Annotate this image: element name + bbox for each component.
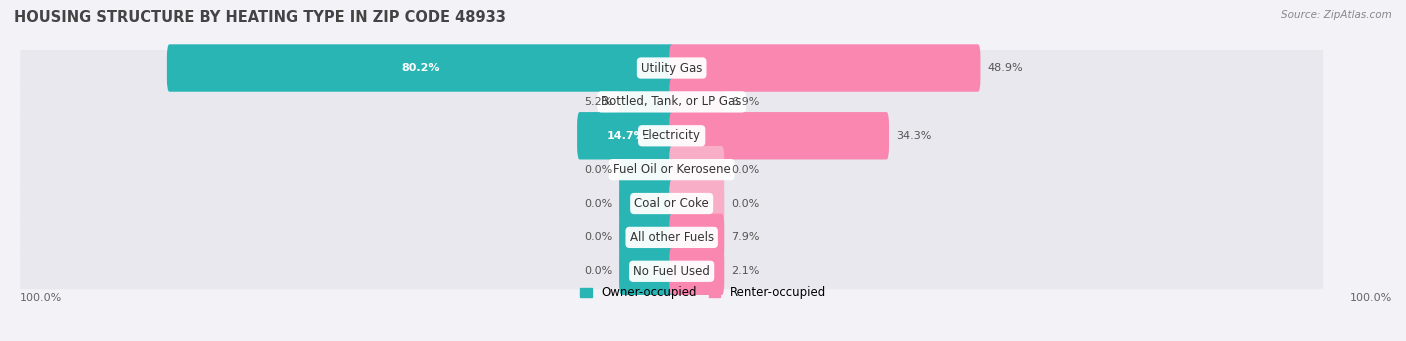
FancyBboxPatch shape	[619, 214, 675, 261]
FancyBboxPatch shape	[619, 146, 675, 193]
Text: 100.0%: 100.0%	[1350, 293, 1392, 303]
Text: 0.0%: 0.0%	[731, 198, 759, 209]
Text: 0.0%: 0.0%	[583, 266, 612, 276]
FancyBboxPatch shape	[20, 220, 1323, 255]
FancyBboxPatch shape	[619, 180, 675, 227]
Text: Bottled, Tank, or LP Gas: Bottled, Tank, or LP Gas	[602, 95, 742, 108]
Text: 100.0%: 100.0%	[20, 293, 63, 303]
Text: 5.2%: 5.2%	[583, 97, 612, 107]
FancyBboxPatch shape	[669, 180, 724, 227]
Text: 14.7%: 14.7%	[606, 131, 645, 141]
FancyBboxPatch shape	[20, 50, 1323, 86]
FancyBboxPatch shape	[20, 253, 1323, 289]
FancyBboxPatch shape	[167, 44, 675, 92]
FancyBboxPatch shape	[20, 152, 1323, 188]
FancyBboxPatch shape	[20, 186, 1323, 222]
Text: 6.9%: 6.9%	[731, 97, 759, 107]
Text: 80.2%: 80.2%	[401, 63, 440, 73]
Text: 0.0%: 0.0%	[583, 198, 612, 209]
Text: 0.0%: 0.0%	[583, 165, 612, 175]
FancyBboxPatch shape	[20, 84, 1323, 120]
FancyBboxPatch shape	[669, 112, 889, 160]
Text: 34.3%: 34.3%	[896, 131, 931, 141]
Text: 2.1%: 2.1%	[731, 266, 759, 276]
Text: Electricity: Electricity	[643, 129, 702, 142]
FancyBboxPatch shape	[619, 78, 675, 125]
FancyBboxPatch shape	[669, 146, 724, 193]
Text: 48.9%: 48.9%	[987, 63, 1024, 73]
Text: 0.0%: 0.0%	[583, 233, 612, 242]
Text: Utility Gas: Utility Gas	[641, 61, 703, 75]
Text: No Fuel Used: No Fuel Used	[633, 265, 710, 278]
FancyBboxPatch shape	[20, 118, 1323, 154]
FancyBboxPatch shape	[669, 78, 724, 125]
Text: Coal or Coke: Coal or Coke	[634, 197, 709, 210]
Text: HOUSING STRUCTURE BY HEATING TYPE IN ZIP CODE 48933: HOUSING STRUCTURE BY HEATING TYPE IN ZIP…	[14, 10, 506, 25]
Legend: Owner-occupied, Renter-occupied: Owner-occupied, Renter-occupied	[579, 286, 827, 299]
FancyBboxPatch shape	[576, 112, 675, 160]
FancyBboxPatch shape	[669, 44, 980, 92]
FancyBboxPatch shape	[669, 214, 724, 261]
Text: 0.0%: 0.0%	[731, 165, 759, 175]
Text: 7.9%: 7.9%	[731, 233, 759, 242]
Text: All other Fuels: All other Fuels	[630, 231, 714, 244]
FancyBboxPatch shape	[619, 248, 675, 295]
Text: Fuel Oil or Kerosene: Fuel Oil or Kerosene	[613, 163, 731, 176]
Text: Source: ZipAtlas.com: Source: ZipAtlas.com	[1281, 10, 1392, 20]
FancyBboxPatch shape	[669, 248, 724, 295]
